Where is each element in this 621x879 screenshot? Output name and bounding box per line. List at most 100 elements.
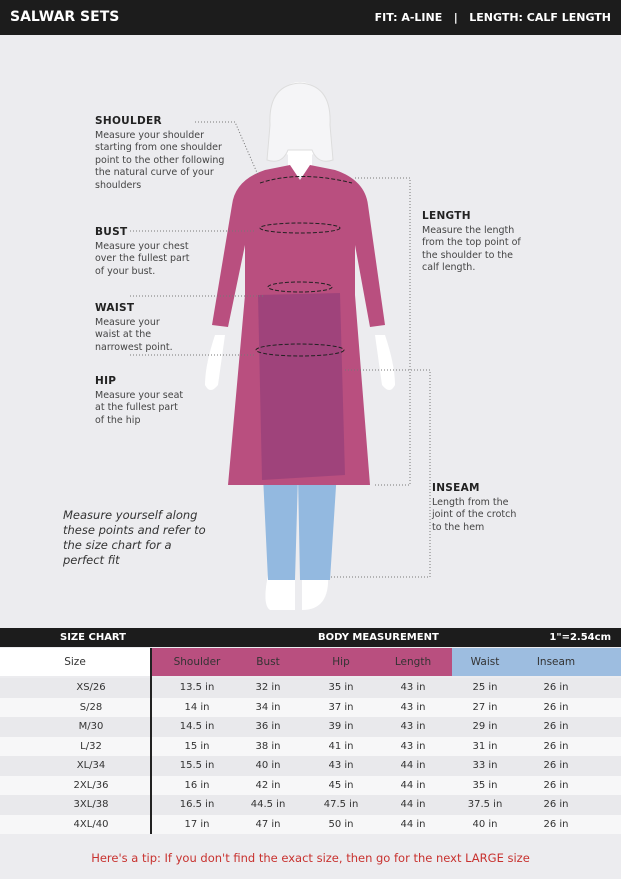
fit-label: FIT: A-LINE bbox=[374, 11, 443, 24]
cell-waist: 29 in bbox=[472, 721, 498, 732]
cell-bust: 32 in bbox=[255, 682, 281, 693]
col-inseam: Inseam bbox=[536, 656, 576, 668]
table-row: M/30 14.5 in 36 in 39 in 43 in 29 in 26 in bbox=[0, 717, 621, 737]
leader-lines bbox=[130, 121, 431, 578]
cell-bust: 47 in bbox=[255, 818, 281, 830]
cell-bust: 44.5 in bbox=[250, 799, 286, 810]
cell-inseam: 26 in bbox=[543, 682, 569, 693]
shoulder-title: SHOULDER bbox=[95, 115, 162, 127]
salwar-pants bbox=[262, 455, 338, 580]
table-row: L/32 15 in 38 in 41 in 43 in 31 in 26 in bbox=[0, 736, 621, 756]
cell-bust: 40 in bbox=[255, 760, 281, 771]
bust-guide: BUST Measure your chest over the fullest … bbox=[95, 226, 195, 278]
header-bar: SALWAR SETS FIT: A-LINE | LENGTH: CALF L… bbox=[0, 0, 621, 35]
cell-inseam: 26 in bbox=[543, 818, 569, 830]
cell-inseam: 26 in bbox=[543, 740, 569, 752]
page-title: SALWAR SETS bbox=[10, 9, 120, 25]
cell-hip: 37 in bbox=[328, 701, 354, 713]
table-row: XL/34 15.5 in 40 in 43 in 44 in 33 in 26 in bbox=[0, 756, 621, 776]
cell-inseam: 26 in bbox=[543, 779, 569, 791]
cell-length: 44 in bbox=[400, 779, 426, 791]
cell-bust: 36 in bbox=[255, 721, 281, 732]
cell-hip: 47.5 in bbox=[323, 799, 359, 810]
cell-inseam: 26 in bbox=[543, 760, 569, 771]
cell-hip: 45 in bbox=[328, 779, 354, 791]
cell-shoulder: 16 in bbox=[184, 779, 210, 791]
bust-title: BUST bbox=[95, 226, 128, 238]
cell-size: 2XL/36 bbox=[73, 779, 109, 791]
cell-length: 44 in bbox=[400, 799, 426, 810]
table-title-bar: SIZE CHART BODY MEASUREMENT 1"=2.54cm bbox=[0, 628, 621, 647]
cell-length: 43 in bbox=[400, 740, 426, 752]
length-label: LENGTH: CALF LENGTH bbox=[469, 11, 611, 24]
cell-bust: 34 in bbox=[255, 701, 281, 713]
col-waist: Waist bbox=[470, 656, 500, 668]
cell-size: XL/34 bbox=[76, 760, 106, 771]
cell-length: 43 in bbox=[400, 682, 426, 693]
length-title: LENGTH bbox=[422, 210, 471, 222]
col-size: Size bbox=[0, 648, 150, 676]
cell-hip: 35 in bbox=[328, 682, 354, 693]
fit-length-info: FIT: A-LINE | LENGTH: CALF LENGTH bbox=[375, 11, 611, 24]
inseam-guide: INSEAM Length from the joint of the crotc… bbox=[432, 482, 527, 534]
column-divider bbox=[150, 648, 152, 834]
cell-waist: 35 in bbox=[472, 779, 498, 791]
cell-size: M/30 bbox=[78, 721, 104, 732]
hip-guide: HIP Measure your seat at the fullest part… bbox=[95, 375, 185, 427]
dupatta-overlay bbox=[258, 293, 345, 480]
unit-conversion: 1"=2.54cm bbox=[549, 632, 611, 643]
cell-waist: 40 in bbox=[472, 818, 498, 830]
cell-shoulder: 15.5 in bbox=[179, 760, 215, 771]
body-measurement-label: BODY MEASUREMENT bbox=[318, 632, 439, 643]
length-text: Measure the length from the top point of… bbox=[422, 224, 521, 274]
cell-length: 44 in bbox=[400, 818, 426, 830]
shoulder-guide: SHOULDER Measure your shoulder starting f… bbox=[95, 115, 235, 192]
pink-header-bg bbox=[150, 648, 452, 676]
cell-shoulder: 17 in bbox=[184, 818, 210, 830]
table-row: 4XL/40 17 in 47 in 50 in 44 in 40 in 26 in bbox=[0, 814, 621, 834]
cell-length: 43 in bbox=[400, 701, 426, 713]
cell-hip: 43 in bbox=[328, 760, 354, 771]
blue-header-bg bbox=[452, 648, 621, 676]
col-hip: Hip bbox=[332, 656, 350, 668]
table-row: 3XL/38 16.5 in 44.5 in 47.5 in 44 in 37.5 in 2… bbox=[0, 795, 621, 815]
cell-shoulder: 14.5 in bbox=[179, 721, 215, 732]
inseam-text: Length from the joint of the crotch to t… bbox=[432, 496, 517, 533]
waist-text: Measure your waist at the narrowest poin… bbox=[95, 316, 173, 353]
cell-size: L/32 bbox=[80, 740, 102, 752]
cell-bust: 38 in bbox=[255, 740, 281, 752]
cell-size: XS/26 bbox=[76, 682, 106, 693]
cell-inseam: 26 in bbox=[543, 721, 569, 732]
size-tip: Here's a tip: If you don't find the exac… bbox=[91, 851, 530, 865]
cell-waist: 37.5 in bbox=[467, 799, 503, 810]
col-length: Length bbox=[394, 656, 432, 668]
body-figure-illustration bbox=[130, 82, 431, 610]
cell-hip: 50 in bbox=[328, 818, 354, 830]
cell-size: S/28 bbox=[79, 701, 103, 713]
measure-note: Measure yourself along these points and … bbox=[63, 508, 206, 567]
table-row: S/28 14 in 34 in 37 in 43 in 27 in 26 in bbox=[0, 697, 621, 717]
cell-waist: 25 in bbox=[472, 682, 498, 693]
cell-shoulder: 16.5 in bbox=[179, 799, 215, 810]
table-header: Size Shoulder Bust Hip Length Waist Inseam bbox=[0, 648, 621, 676]
cell-inseam: 26 in bbox=[543, 701, 569, 713]
cell-waist: 27 in bbox=[472, 701, 498, 713]
measure-lines bbox=[255, 176, 353, 357]
hip-text: Measure your seat at the fullest part of… bbox=[95, 389, 184, 426]
waist-guide: WAIST Measure your waist at the narrowest… bbox=[95, 302, 185, 354]
hip-title: HIP bbox=[95, 375, 117, 387]
cell-bust: 42 in bbox=[255, 779, 281, 791]
cell-length: 43 in bbox=[400, 721, 426, 732]
bust-text: Measure your chest over the fullest part… bbox=[95, 240, 190, 277]
cell-shoulder: 13.5 in bbox=[179, 682, 215, 693]
cell-hip: 39 in bbox=[328, 721, 354, 732]
cell-size: 3XL/38 bbox=[73, 799, 109, 810]
size-chart-label: SIZE CHART bbox=[60, 632, 127, 643]
inseam-title: INSEAM bbox=[432, 482, 480, 494]
waist-title: WAIST bbox=[95, 302, 135, 314]
cell-size: 4XL/40 bbox=[73, 818, 109, 830]
separator: | bbox=[453, 11, 458, 24]
cell-shoulder: 15 in bbox=[184, 740, 210, 752]
length-guide: LENGTH Measure the length from the top po… bbox=[422, 210, 530, 275]
hair bbox=[266, 82, 334, 162]
